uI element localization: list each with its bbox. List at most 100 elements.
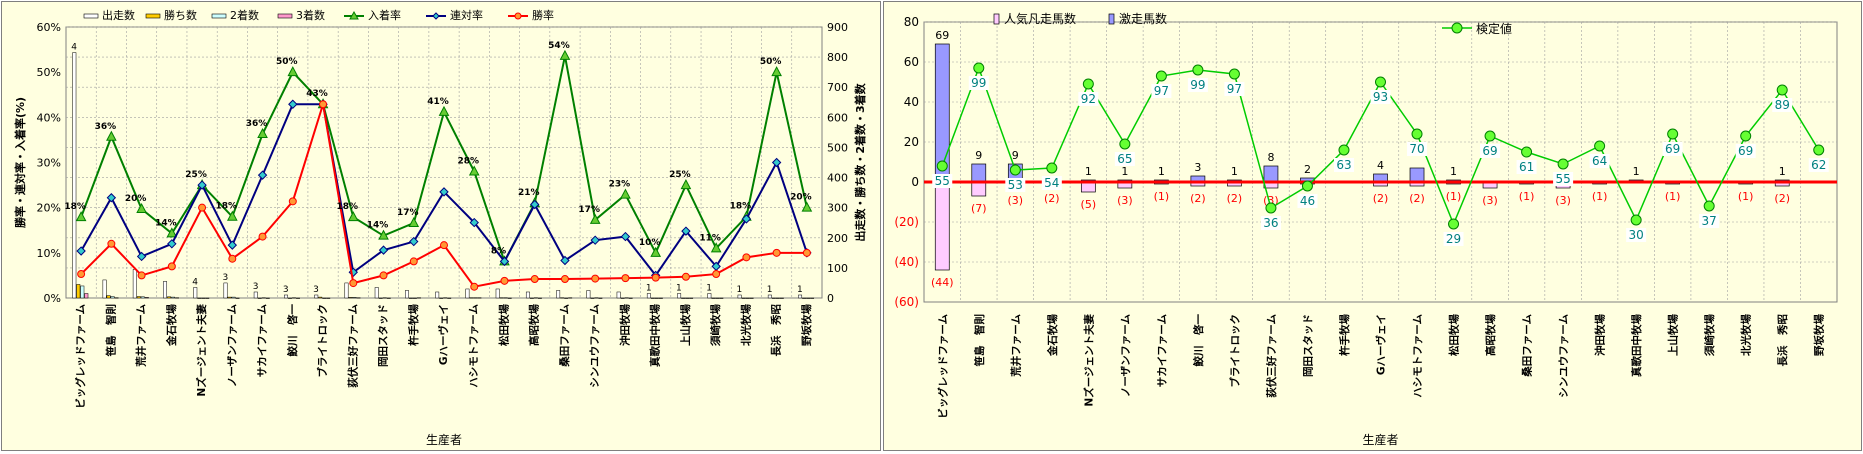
bar-second bbox=[352, 297, 357, 299]
right-axis-title: 出走数・勝ち数・2着数・3着数 bbox=[853, 82, 867, 241]
win-rate-marker bbox=[228, 254, 237, 263]
flop-count-label: (3) bbox=[1008, 194, 1024, 207]
flop-count-label: (2) bbox=[1227, 192, 1243, 205]
test-value-marker bbox=[1776, 84, 1788, 96]
upset-count-label: 2 bbox=[1304, 163, 1311, 176]
place-rate-label: 18% bbox=[337, 202, 359, 212]
test-value-marker bbox=[1009, 164, 1021, 176]
bar-third bbox=[326, 297, 331, 299]
test-value-marker bbox=[1448, 218, 1460, 230]
bar-value-label: 4 bbox=[192, 277, 198, 287]
place-rate-marker bbox=[106, 130, 117, 141]
bar-second bbox=[775, 297, 780, 299]
place-rate-marker bbox=[559, 49, 571, 60]
bar-runs bbox=[314, 294, 319, 299]
place-rate-marker bbox=[136, 202, 147, 214]
bar-second bbox=[201, 297, 206, 299]
right-axis-tick: 800 bbox=[827, 51, 848, 64]
bar-runs bbox=[284, 294, 288, 299]
category-label: サカイファーム bbox=[1156, 314, 1168, 388]
win-rate-marker bbox=[440, 241, 448, 250]
test-value-marker bbox=[1484, 130, 1496, 142]
category-label: 桑田ファーム bbox=[559, 304, 571, 368]
test-value-label-bg bbox=[1626, 228, 1647, 242]
legend-marker bbox=[432, 12, 440, 20]
bar-third bbox=[658, 297, 663, 299]
producer-score-chart: (60) (40) (20) 0 20 40 60 80 69 9 92 1 1 1 3 1 8 2 4 1 1 1 (44… bbox=[894, 11, 1838, 447]
flop-count-label: (2) bbox=[1044, 192, 1060, 205]
place-rate-label: 50% bbox=[760, 57, 782, 67]
test-value-marker bbox=[1155, 70, 1167, 82]
bar-popular-flop bbox=[971, 181, 987, 197]
bar-third bbox=[689, 297, 694, 299]
bar-wins bbox=[711, 297, 716, 299]
category-label: ビッグレッドファーム bbox=[936, 314, 949, 419]
place-rate-marker bbox=[75, 211, 87, 222]
test-value-label: 29 bbox=[1446, 232, 1461, 246]
x-axis-title: 生産者 bbox=[426, 432, 462, 447]
category-label: 荒井ファーム bbox=[1009, 314, 1022, 378]
category-label: 杵手牧場 bbox=[407, 304, 420, 346]
bar-wins bbox=[499, 297, 504, 299]
legend-swatch bbox=[1108, 13, 1115, 25]
flop-count-label: (5) bbox=[1081, 198, 1097, 211]
test-value-label-bg bbox=[1187, 78, 1208, 92]
bar-third bbox=[205, 297, 210, 299]
y-axis-tick: (60) bbox=[894, 295, 919, 309]
place-rate-marker bbox=[257, 127, 268, 139]
legend-marker bbox=[349, 10, 359, 20]
bar-wins bbox=[288, 297, 292, 299]
bar-runs bbox=[72, 52, 77, 299]
plot-area bbox=[65, 26, 823, 299]
place-rate-marker bbox=[378, 229, 389, 240]
bar-value-label: 3 bbox=[283, 285, 289, 295]
left-axis-tick: 20% bbox=[37, 202, 61, 215]
test-value-marker bbox=[1082, 78, 1094, 90]
bar-wins bbox=[197, 297, 202, 299]
win-rate-marker bbox=[591, 274, 600, 283]
test-value-label: 99 bbox=[971, 76, 986, 90]
legend-marker bbox=[514, 12, 522, 20]
right-axis-tick: 400 bbox=[827, 172, 848, 185]
test-value-label-bg bbox=[932, 174, 953, 188]
bar-wins bbox=[469, 297, 474, 299]
x-axis-title: 生産者 bbox=[1362, 432, 1398, 447]
left-axis-tick: 10% bbox=[37, 247, 61, 260]
test-value-label: 63 bbox=[1336, 158, 1351, 172]
bar-third bbox=[417, 297, 421, 299]
legend-label: 勝ち数 bbox=[164, 8, 197, 22]
bar-wins bbox=[257, 297, 262, 299]
category-label: 荻伏三好ファーム bbox=[1265, 314, 1278, 398]
upset-count-label: 9 bbox=[1012, 149, 1019, 162]
bar-second bbox=[503, 297, 508, 299]
win-rate-marker bbox=[167, 262, 176, 271]
place-rate-label: 18% bbox=[730, 202, 752, 212]
bar-runs bbox=[616, 291, 621, 299]
place-rate-label: 41% bbox=[427, 97, 449, 107]
test-value-label: 65 bbox=[1117, 152, 1132, 166]
bar-second bbox=[443, 297, 448, 299]
upset-count-label: 4 bbox=[1377, 159, 1384, 172]
legend-label: 出走数 bbox=[102, 8, 135, 22]
category-label: 笹島 智則 bbox=[104, 304, 117, 358]
bar-value-label: 1 bbox=[646, 283, 652, 293]
flop-count-label: (1) bbox=[1665, 190, 1681, 203]
place-rate-marker bbox=[468, 165, 480, 176]
win-rate-marker bbox=[772, 248, 781, 257]
category-label: 高昭牧場 bbox=[528, 304, 541, 346]
bar-value-label: 1 bbox=[706, 283, 712, 293]
rentai-rate-marker bbox=[681, 226, 691, 236]
win-rate-marker bbox=[742, 253, 751, 262]
place-rate-label: 28% bbox=[457, 157, 479, 167]
test-value-label: 97 bbox=[1154, 84, 1169, 98]
place-rate-marker bbox=[801, 201, 813, 212]
bar-second bbox=[806, 297, 811, 299]
category-label: ハシモトファーム bbox=[468, 304, 480, 388]
rentai-rate-marker bbox=[560, 255, 570, 266]
test-value-label: 93 bbox=[1373, 90, 1388, 104]
bar-third bbox=[810, 297, 815, 299]
test-value-label: 36 bbox=[1263, 216, 1278, 230]
bar-third bbox=[235, 297, 240, 299]
upset-count-label: 9 bbox=[975, 149, 982, 162]
legend-swatch bbox=[145, 13, 161, 19]
